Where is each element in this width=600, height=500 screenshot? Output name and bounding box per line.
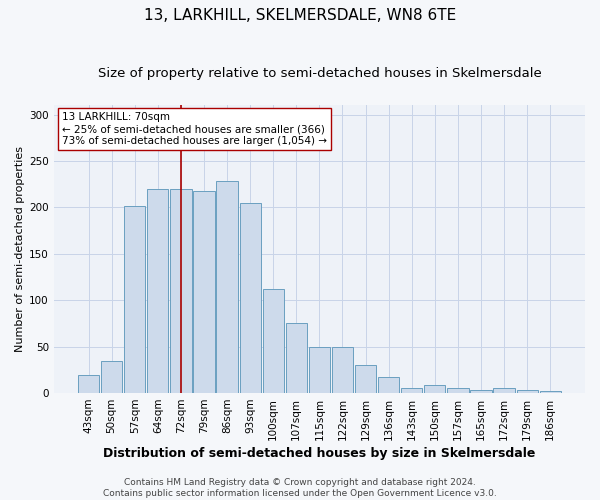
Bar <box>424 384 445 393</box>
Bar <box>286 324 307 393</box>
Bar <box>493 388 515 393</box>
Bar <box>217 182 238 393</box>
Bar <box>355 365 376 393</box>
Text: 13 LARKHILL: 70sqm
← 25% of semi-detached houses are smaller (366)
73% of semi-d: 13 LARKHILL: 70sqm ← 25% of semi-detache… <box>62 112 327 146</box>
Text: 13, LARKHILL, SKELMERSDALE, WN8 6TE: 13, LARKHILL, SKELMERSDALE, WN8 6TE <box>144 8 456 22</box>
Bar <box>124 206 145 393</box>
Y-axis label: Number of semi-detached properties: Number of semi-detached properties <box>15 146 25 352</box>
Bar <box>378 378 399 393</box>
Bar <box>239 203 261 393</box>
Bar <box>101 360 122 393</box>
Bar <box>309 346 330 393</box>
Bar <box>539 391 561 393</box>
X-axis label: Distribution of semi-detached houses by size in Skelmersdale: Distribution of semi-detached houses by … <box>103 447 536 460</box>
Bar <box>332 346 353 393</box>
Bar <box>263 289 284 393</box>
Bar <box>170 189 191 393</box>
Bar <box>447 388 469 393</box>
Title: Size of property relative to semi-detached houses in Skelmersdale: Size of property relative to semi-detach… <box>98 68 541 80</box>
Bar <box>78 374 99 393</box>
Bar <box>401 388 422 393</box>
Bar <box>193 190 215 393</box>
Bar <box>147 189 169 393</box>
Text: Contains HM Land Registry data © Crown copyright and database right 2024.
Contai: Contains HM Land Registry data © Crown c… <box>103 478 497 498</box>
Bar <box>470 390 491 393</box>
Bar <box>517 390 538 393</box>
